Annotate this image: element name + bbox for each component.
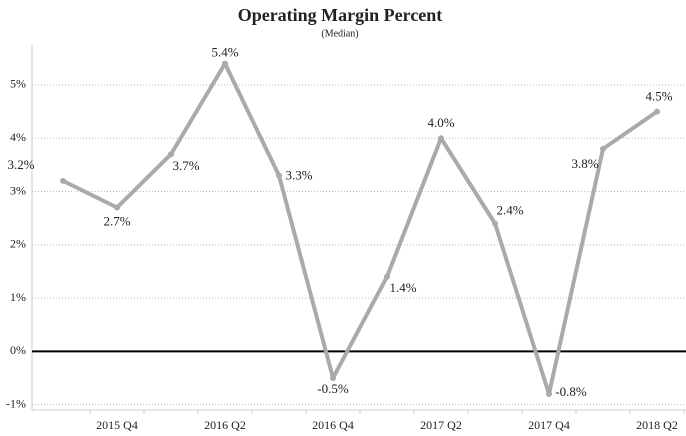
data-label: 3.3% <box>285 168 312 183</box>
x-tick-label: 2015 Q4 <box>96 418 138 432</box>
point <box>600 145 606 152</box>
x-tick-label: 2016 Q4 <box>312 418 354 432</box>
data-label: -0.8% <box>555 384 587 399</box>
data-label: 4.0% <box>427 115 454 130</box>
data-label: 1.4% <box>389 280 416 295</box>
point <box>330 375 336 382</box>
data-label: 2.7% <box>103 214 130 229</box>
point <box>384 273 390 280</box>
y-tick-label: 1% <box>10 290 26 304</box>
data-label: 3.2% <box>7 157 34 172</box>
y-tick-label: 5% <box>10 77 26 91</box>
data-label: 3.7% <box>172 158 199 173</box>
point <box>60 177 66 184</box>
y-tick-label: 0% <box>10 343 26 357</box>
x-tick-label: 2017 Q2 <box>420 418 462 432</box>
data-label: -0.5% <box>317 381 349 396</box>
y-tick-label: 4% <box>10 130 26 144</box>
point <box>546 391 552 398</box>
point <box>492 220 498 227</box>
chart-title: Operating Margin Percent <box>238 5 443 25</box>
y-tick-label: 3% <box>10 183 26 197</box>
x-tick-label: 2016 Q2 <box>204 418 246 432</box>
data-label: 4.5% <box>645 89 672 104</box>
point <box>222 60 228 67</box>
line <box>62 61 659 397</box>
point <box>654 108 660 115</box>
data-label: 2.4% <box>496 202 523 217</box>
x-tick-label: 2018 Q2 <box>636 418 678 432</box>
data-label: 3.8% <box>571 156 598 171</box>
chart-subtitle: (Median) <box>321 28 358 39</box>
x-tick-label: 2017 Q4 <box>528 418 570 432</box>
y-tick-label: 2% <box>10 237 26 251</box>
point <box>114 204 120 211</box>
point <box>438 135 444 142</box>
data-label: 5.4% <box>211 45 238 60</box>
point <box>276 172 282 179</box>
y-tick-label: -1% <box>6 396 26 410</box>
point <box>168 151 174 158</box>
